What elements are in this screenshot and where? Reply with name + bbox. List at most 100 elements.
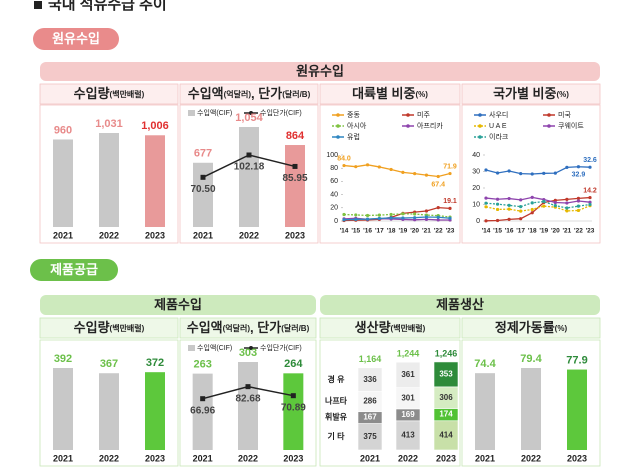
x-tick-label: '21: [562, 228, 571, 235]
line-marker: [484, 168, 488, 172]
legend-marker: [406, 113, 410, 117]
bar: [285, 145, 305, 227]
line-marker: [354, 213, 358, 217]
stack-segment: [433, 361, 459, 388]
value-label: 960: [54, 124, 72, 136]
line-marker: [576, 165, 581, 169]
x-tick-label: '16: [505, 228, 514, 235]
bar: [145, 135, 165, 227]
x-tick-label: '16: [363, 228, 372, 235]
legend-marker: [336, 113, 340, 117]
panel-title-box: [319, 317, 461, 339]
section-header: 제품수입: [154, 297, 202, 312]
line-marker: [576, 199, 581, 203]
segment-label: 414: [439, 430, 453, 439]
x-tick-label: '23: [446, 228, 455, 235]
bar: [193, 162, 213, 227]
title-bullet: [34, 1, 42, 9]
legend-label: 미국: [558, 110, 571, 119]
legend-label: 수입단가(CIF): [260, 343, 302, 352]
title-text: 수입량: [74, 320, 110, 335]
panel-title: 국가별 비중(%): [493, 86, 569, 101]
y-tick-label: 80: [330, 165, 338, 172]
x-tick-label: '14: [340, 228, 349, 235]
value-label: 264: [284, 358, 303, 370]
line-marker: [365, 163, 370, 167]
segment-label: 169: [401, 410, 415, 419]
line-marker: [354, 217, 358, 222]
line-marker: [519, 205, 523, 209]
section-pill: [33, 28, 119, 50]
title-text: 수입액: [188, 86, 224, 101]
x-tick-label: '21: [422, 228, 431, 235]
segment-label: 353: [439, 370, 453, 379]
x-tick-label: 2023: [436, 453, 456, 463]
x-tick-label: 2021: [53, 453, 73, 463]
line-marker: [448, 216, 452, 220]
line-marker: [448, 206, 452, 210]
line-marker: [553, 204, 557, 208]
line-marker: [519, 172, 523, 176]
line: [343, 164, 451, 178]
line-marker: [245, 384, 251, 390]
legend-label: 사우디: [489, 110, 508, 119]
line-marker: [507, 207, 511, 211]
total-label: 1,164: [359, 354, 382, 364]
legend-marker: [478, 113, 482, 117]
line-marker: [530, 172, 534, 176]
title-text: 대륙별 비중: [352, 86, 415, 101]
line-marker: [530, 211, 534, 215]
bar: [99, 133, 119, 227]
line-marker: [342, 163, 346, 168]
title-unit: (억달러): [224, 89, 252, 99]
title-unit: (%): [556, 90, 569, 99]
line-marker: [413, 216, 417, 220]
line-marker: [519, 198, 523, 202]
title-unit: (백만배럴): [110, 89, 145, 99]
line-marker: [413, 172, 417, 176]
bar: [238, 362, 258, 450]
x-tick-label: 2022: [99, 453, 119, 463]
line-marker: [401, 216, 405, 220]
panel-title: 수입량(백만배럴): [74, 86, 145, 101]
x-tick-label: 2023: [567, 453, 587, 463]
line: [485, 196, 591, 204]
legend-label: 미주: [417, 110, 430, 119]
total-label: 1,244: [397, 349, 420, 359]
total-label: 1,246: [435, 348, 458, 358]
line-marker: [507, 217, 511, 221]
y-tick-label: 20: [472, 185, 480, 192]
line-marker: [495, 218, 500, 223]
line-marker: [484, 196, 488, 200]
line-marker: [495, 207, 500, 212]
value-label: 864: [286, 130, 305, 142]
value-label: 372: [146, 357, 164, 369]
line-value-label: 82.68: [235, 393, 260, 404]
value-label: 32.9: [572, 172, 586, 179]
stack-segment: [395, 361, 421, 388]
legend-marker: [478, 135, 482, 139]
line-marker: [424, 209, 429, 213]
x-tick-label: 2021: [360, 453, 380, 463]
bar: [283, 373, 304, 450]
title-text: 수입량: [74, 86, 110, 101]
line-marker: [200, 396, 206, 402]
panel-title-box: [319, 83, 461, 105]
y-tick-label: 30: [472, 168, 480, 175]
value-label: 677: [194, 148, 212, 160]
line-marker: [507, 196, 511, 201]
line-marker: [495, 171, 500, 175]
panel-title-box: [461, 83, 601, 105]
line-marker: [542, 199, 546, 204]
line-marker: [484, 219, 488, 223]
line-marker: [436, 215, 440, 219]
value-label: 367: [100, 358, 118, 370]
title-text: 정제가동률: [495, 320, 555, 335]
x-tick-label: 2023: [283, 453, 303, 463]
stack-segment: [357, 423, 383, 451]
line: [343, 213, 451, 218]
x-tick-label: '15: [351, 228, 360, 235]
line-marker: [389, 216, 393, 220]
line-value-label: 70.89: [281, 402, 306, 413]
panel-title-box: [39, 317, 179, 339]
